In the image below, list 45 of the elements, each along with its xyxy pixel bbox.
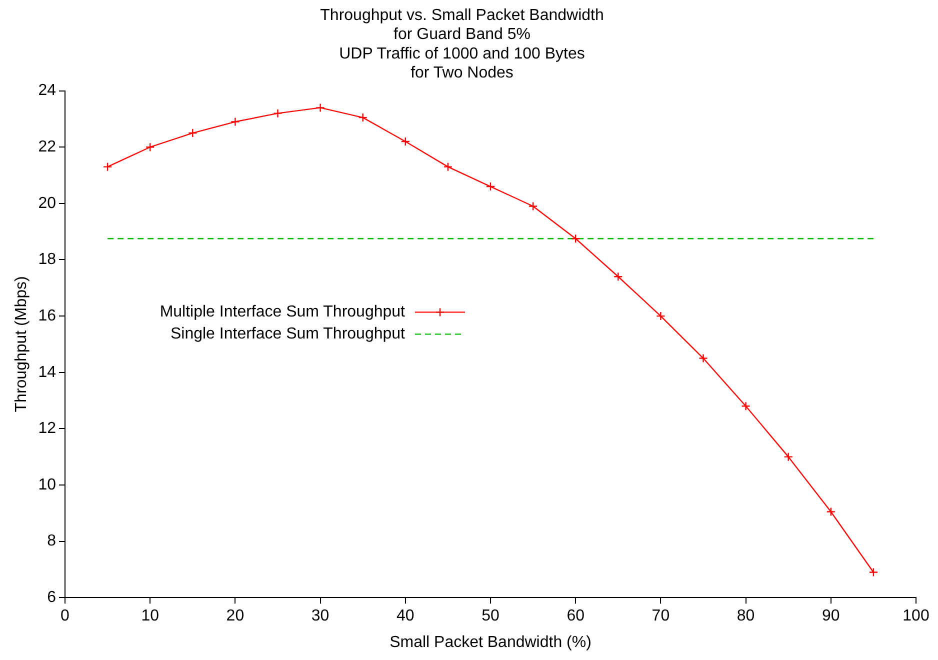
x-tick-label: 100 (902, 608, 930, 625)
x-tick-label: 80 (736, 608, 755, 625)
point (443, 162, 453, 172)
x-tick-label: 20 (226, 608, 244, 625)
y-tick-label: 16 (38, 307, 56, 324)
x-tick-label: 30 (311, 608, 330, 625)
x-tick-label: 0 (60, 608, 70, 625)
point (230, 117, 240, 126)
point (614, 272, 623, 282)
point (188, 128, 198, 138)
point (400, 136, 410, 146)
chart-title: Throughput vs. Small Packet Bandwidth for Guard Band 5% UDP Traffic of 1000 and 100 Bytes for Two Nodes (320, 7, 604, 82)
point (741, 402, 750, 411)
x-tick-label: 60 (566, 608, 585, 625)
y-axis-title: Throughput (Mbps) (13, 276, 30, 412)
y-tick-label: 18 (38, 251, 56, 268)
x-tick-label: 10 (141, 608, 160, 625)
point (826, 507, 836, 516)
point (273, 108, 282, 118)
legend-label: Multiple Interface Sum Throughput (160, 304, 406, 321)
point (868, 568, 878, 577)
x-tick-label: 90 (822, 608, 840, 625)
y-tick-label: 22 (38, 138, 56, 156)
x-tick-label: 50 (482, 608, 500, 625)
point (358, 112, 368, 122)
y-tick-label: 14 (38, 364, 56, 381)
point (698, 354, 708, 363)
y-tick-label: 6 (47, 589, 56, 606)
y-tick-label: 10 (38, 476, 56, 494)
y-tick-label: 12 (38, 420, 56, 438)
y-tick-label: 24 (38, 82, 56, 100)
point (528, 202, 538, 211)
point (102, 162, 112, 172)
point (784, 452, 793, 462)
point (145, 142, 155, 152)
y-tick-label: 20 (38, 194, 56, 212)
x-tick-label: 70 (652, 608, 670, 625)
point (656, 311, 666, 321)
y-tick-label: 8 (47, 532, 56, 550)
x-tick-label: 40 (396, 608, 414, 625)
point (486, 182, 496, 192)
legend-label: Single Interface Sum Throughput (170, 326, 406, 343)
point (571, 234, 580, 244)
x-axis-title: Small Packet Bandwidth (%) (390, 634, 592, 651)
point (316, 103, 325, 112)
